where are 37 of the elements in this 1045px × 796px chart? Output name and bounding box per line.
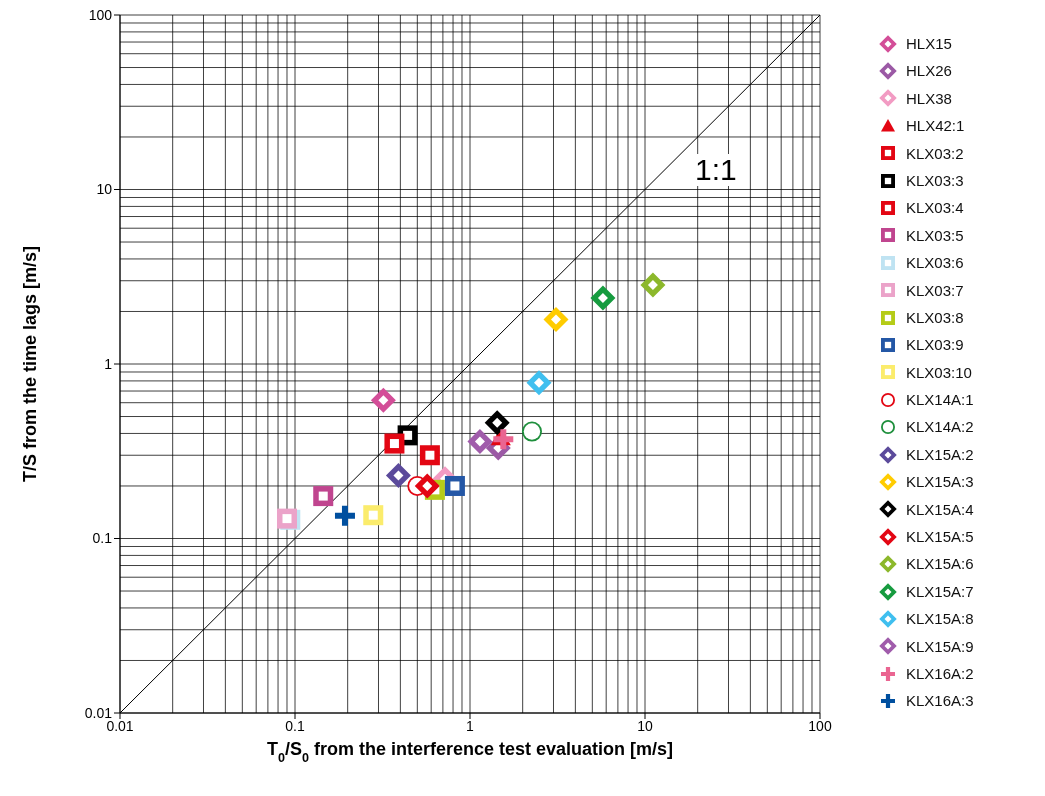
x-tick-label: 100 xyxy=(808,717,832,734)
legend-label: KLX15A:2 xyxy=(906,444,974,465)
legend-label: KLX03:3 xyxy=(906,170,964,191)
legend-label: KLX03:10 xyxy=(906,362,972,383)
y-axis-title: T/S from the time lags [m/s] xyxy=(20,245,40,483)
legend-label: KLX16A:2 xyxy=(906,664,974,684)
legend-label: KLX03:4 xyxy=(906,198,964,219)
legend-label: KLX14A:2 xyxy=(906,417,974,438)
legend-label: KLX03:7 xyxy=(906,280,964,301)
legend-label: KLX15A:7 xyxy=(906,581,974,602)
annotation: 1:1 xyxy=(693,153,739,186)
legend-label: KLX15A:5 xyxy=(906,527,974,548)
y-tick-label: 1 xyxy=(104,355,113,372)
legend-label: KLX15A:6 xyxy=(906,554,974,575)
legend-label: KLX03:6 xyxy=(906,253,964,274)
legend-label: HLX38 xyxy=(906,88,952,109)
legend-label: KLX03:5 xyxy=(906,225,964,246)
x-tick-label: 10 xyxy=(637,717,653,734)
legend-label: HLX15 xyxy=(906,34,952,54)
legend-label: KLX15A:4 xyxy=(906,499,974,520)
y-tick-label: 10 xyxy=(96,181,113,198)
legend-label: KLX16A:3 xyxy=(906,691,974,712)
legend-label: KLX15A:8 xyxy=(906,609,974,630)
x-tick-label: 0.1 xyxy=(285,717,305,734)
y-tick-label: 100 xyxy=(88,6,113,23)
x-tick-label: 1 xyxy=(466,717,475,734)
legend-label: KLX03:8 xyxy=(906,307,964,328)
legend-label: KLX14A:1 xyxy=(906,390,974,411)
y-tick-label: 0.01 xyxy=(84,704,113,721)
y-tick-label: 0.1 xyxy=(92,530,113,547)
legend-label: KLX03:2 xyxy=(906,143,964,164)
legend-label: HLX42:1 xyxy=(906,116,965,137)
legend-label: KLX03:9 xyxy=(906,335,964,356)
legend-label: KLX15A:3 xyxy=(906,472,974,493)
legend-label: KLX15A:9 xyxy=(906,636,974,657)
x-axis-title: T$_{0}$/S$_{0}$ from the interference test evaluation [m/s] xyxy=(266,739,674,765)
legend-label: HLX26 xyxy=(906,61,952,82)
